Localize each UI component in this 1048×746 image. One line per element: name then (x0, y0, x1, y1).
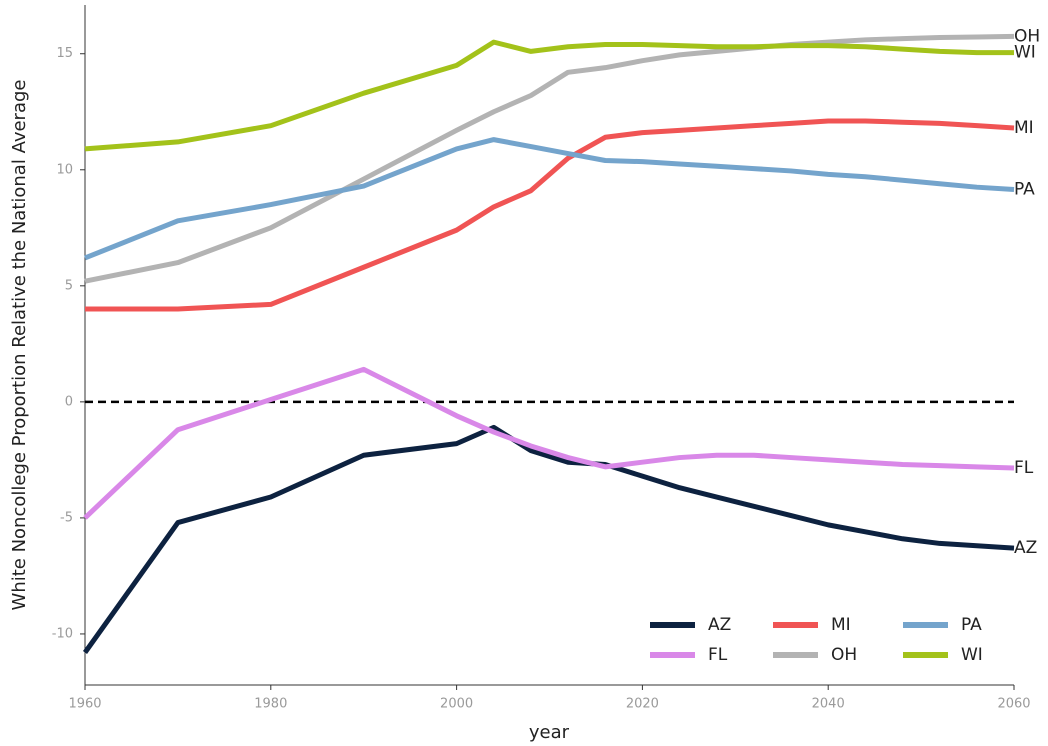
end-label: AZ (1014, 538, 1037, 558)
legend-label: AZ (708, 615, 731, 635)
x-tick-label: 1980 (254, 697, 287, 712)
legend-label: OH (831, 645, 857, 665)
x-tick-label: 1960 (68, 697, 101, 712)
end-label: WI (1014, 43, 1036, 63)
x-tick-label: 2000 (440, 697, 473, 712)
y-axis-label: White Noncollege Proportion Relative the… (9, 80, 30, 611)
end-label: FL (1014, 458, 1034, 478)
y-tick-label: 5 (65, 278, 73, 293)
x-tick-label: 2020 (626, 697, 659, 712)
y-tick-label: 10 (56, 162, 73, 177)
end-label: PA (1014, 180, 1035, 200)
end-label: OH (1014, 26, 1040, 46)
x-tick-label: 2040 (812, 697, 845, 712)
legend-label: FL (708, 645, 728, 665)
legend-label: PA (961, 615, 982, 635)
y-tick-label: 0 (65, 394, 73, 409)
line-series (84, 39, 1014, 152)
line-series (84, 137, 1015, 261)
y-tick-label: -10 (52, 626, 73, 641)
end-label: MI (1014, 118, 1034, 138)
line-series (83, 366, 1015, 520)
legend-label: WI (961, 645, 983, 665)
y-tick-label: -5 (60, 510, 73, 525)
y-tick-label: 15 (56, 46, 73, 61)
legend-label: MI (831, 615, 851, 635)
x-axis-label: year (529, 722, 570, 743)
x-tick-label: 2060 (997, 697, 1030, 712)
line-series (82, 424, 1015, 654)
line-series (85, 118, 1015, 312)
line-series (84, 33, 1015, 284)
